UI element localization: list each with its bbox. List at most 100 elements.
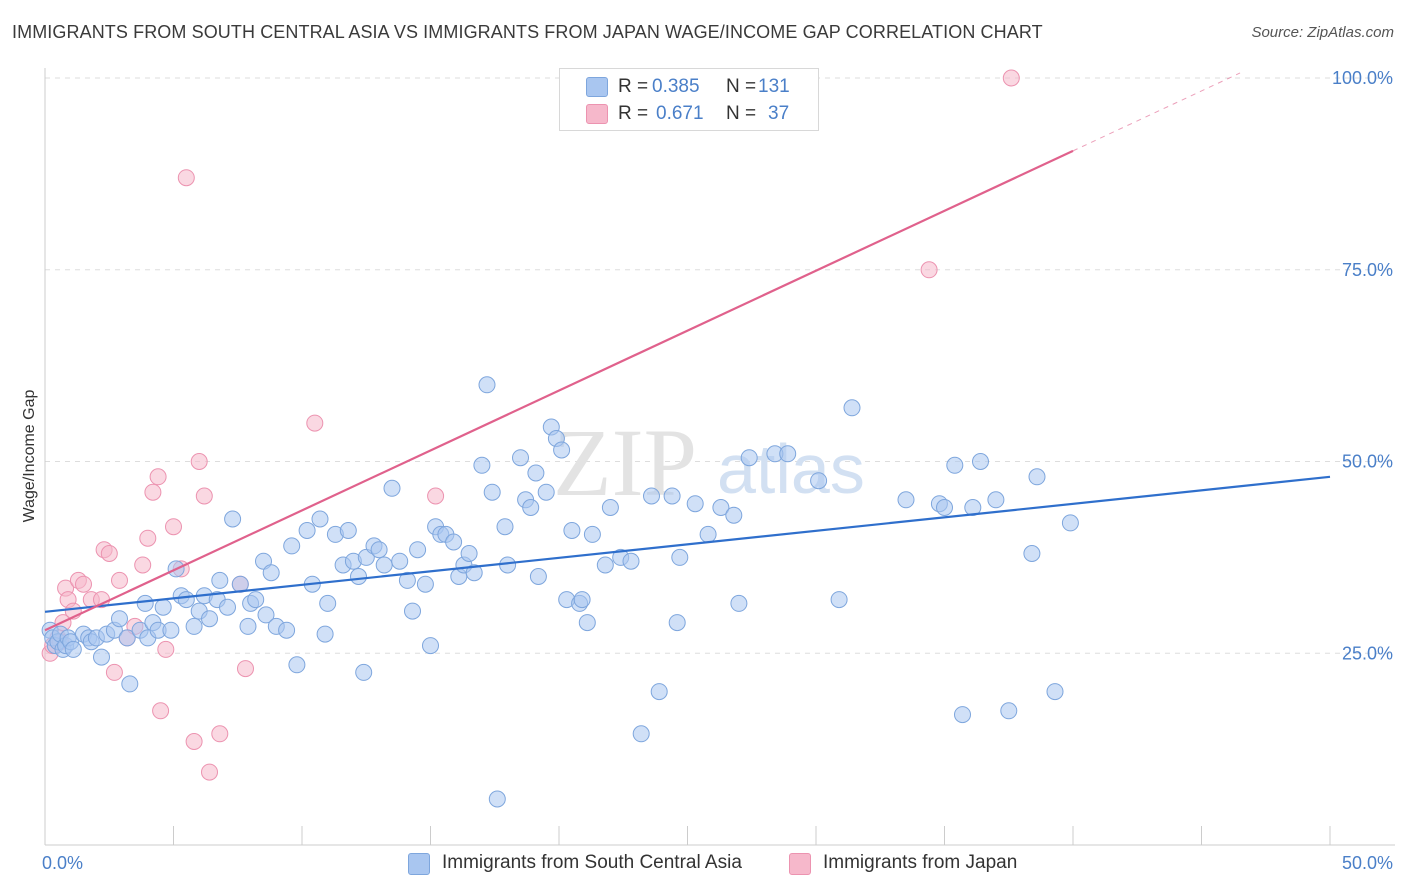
data-point-south-central-asia (512, 449, 529, 467)
data-point-south-central-asia (473, 456, 491, 474)
y-tick-label: 75.0% (1342, 260, 1393, 280)
data-point-south-central-asia (339, 522, 357, 539)
watermark: ZIP atlas (553, 409, 865, 516)
legend-swatch-pink (789, 853, 811, 875)
trend-line-japan-extension (1072, 72, 1241, 152)
data-point-south-central-asia (622, 552, 640, 570)
legend-r-value: 0.671 (656, 103, 704, 124)
data-point-japan (177, 169, 195, 187)
data-point-south-central-asia (987, 491, 1005, 509)
data-point-south-central-asia (136, 594, 154, 612)
data-point-south-central-asia (370, 541, 388, 559)
legend-label: Immigrants from South Central Asia (442, 852, 742, 873)
trend-line-japan (44, 149, 1074, 632)
data-point-south-central-asia (578, 614, 596, 632)
data-point-south-central-asia (278, 621, 296, 639)
data-point-south-central-asia (319, 594, 337, 612)
data-point-south-central-asia (740, 449, 758, 467)
data-point-south-central-asia (553, 441, 571, 459)
data-point-south-central-asia (416, 575, 434, 593)
data-point-south-central-asia (830, 591, 848, 609)
data-point-japan (195, 487, 213, 505)
data-point-japan (237, 660, 254, 678)
data-point-south-central-asia (1023, 545, 1041, 562)
data-point-south-central-asia (843, 399, 861, 417)
legend-swatch-blue (408, 853, 430, 875)
axes (44, 68, 1395, 846)
legend-n-value: 131 (758, 76, 790, 97)
data-point-japan (139, 529, 157, 547)
y-axis-title: Wage/Income Gap (21, 390, 38, 523)
data-point-south-central-asia (224, 510, 242, 528)
data-point-south-central-asia (177, 591, 195, 609)
data-point-south-central-asia (488, 790, 506, 808)
data-point-japan (920, 261, 938, 279)
data-point-south-central-asia (563, 522, 581, 539)
data-point-japan (211, 725, 229, 743)
data-point-japan (105, 663, 123, 681)
data-point-south-central-asia (671, 548, 689, 566)
data-point-south-central-asia (897, 491, 915, 509)
legend-swatch-blue (586, 77, 608, 97)
data-point-south-central-asia (118, 629, 136, 647)
data-point-south-central-asia (964, 499, 982, 516)
data-point-south-central-asia (663, 487, 681, 505)
data-point-south-central-asia (725, 506, 743, 524)
data-point-south-central-asia (730, 594, 748, 612)
data-point-south-central-asia (311, 510, 329, 528)
data-point-south-central-asia (283, 537, 301, 555)
watermark-atlas: atlas (717, 430, 865, 508)
data-point-south-central-asia (201, 610, 218, 628)
data-point-japan (306, 414, 324, 432)
data-point-japan (144, 483, 162, 501)
data-point-south-central-asia (478, 376, 496, 394)
data-point-south-central-asia (954, 706, 971, 724)
data-point-south-central-asia (185, 617, 203, 635)
data-point-south-central-asia (262, 564, 280, 582)
data-point-south-central-asia (409, 541, 427, 559)
data-point-south-central-asia (601, 499, 619, 516)
data-point-south-central-asia (499, 556, 517, 574)
data-point-south-central-asia (121, 675, 139, 693)
chart-title: IMMIGRANTS FROM SOUTH CENTRAL ASIA VS IM… (12, 22, 1043, 42)
data-point-japan (134, 556, 152, 574)
data-point-south-central-asia (522, 499, 540, 516)
data-point-south-central-asia (375, 556, 393, 574)
legend-r-value: 0.385 (652, 76, 700, 97)
legend-n-label: N = (726, 103, 757, 124)
data-point-south-central-asia (162, 621, 180, 639)
x-tick-label: 50.0% (1342, 853, 1393, 873)
data-point-south-central-asia (496, 518, 514, 536)
legend-n-value: 37 (768, 103, 790, 124)
data-point-south-central-asia (404, 602, 421, 620)
legend-r-label: R = (618, 103, 649, 124)
data-point-south-central-asia (154, 598, 172, 616)
data-point-south-central-asia (779, 445, 797, 463)
data-point-south-central-asia (537, 483, 555, 501)
data-point-south-central-asia (316, 625, 334, 643)
y-tick-label: 100.0% (1332, 68, 1393, 88)
tick-labels: 25.0% 50.0% 75.0% 100.0% 0.0% 50.0% (42, 68, 1393, 873)
data-point-south-central-asia (422, 637, 439, 655)
data-point-south-central-asia (247, 591, 265, 609)
legend-label: Immigrants from Japan (823, 852, 1018, 873)
data-point-south-central-asia (643, 487, 660, 505)
data-point-japan (75, 575, 92, 593)
y-tick-label: 50.0% (1342, 452, 1393, 472)
data-points (41, 69, 1079, 808)
legend-n-label: N = (726, 76, 757, 97)
data-point-south-central-asia (650, 683, 668, 701)
data-point-south-central-asia (288, 656, 306, 674)
data-point-south-central-asia (460, 545, 478, 562)
data-point-japan (111, 571, 128, 589)
data-point-south-central-asia (239, 617, 257, 635)
data-point-japan (165, 518, 182, 536)
data-point-south-central-asia (257, 606, 275, 624)
data-point-japan (149, 468, 167, 486)
data-point-south-central-asia (699, 525, 717, 543)
trend-line-south-central-asia (44, 475, 1331, 613)
data-point-south-central-asia (483, 483, 501, 501)
data-point-south-central-asia (350, 568, 367, 585)
data-point-japan (190, 453, 208, 470)
